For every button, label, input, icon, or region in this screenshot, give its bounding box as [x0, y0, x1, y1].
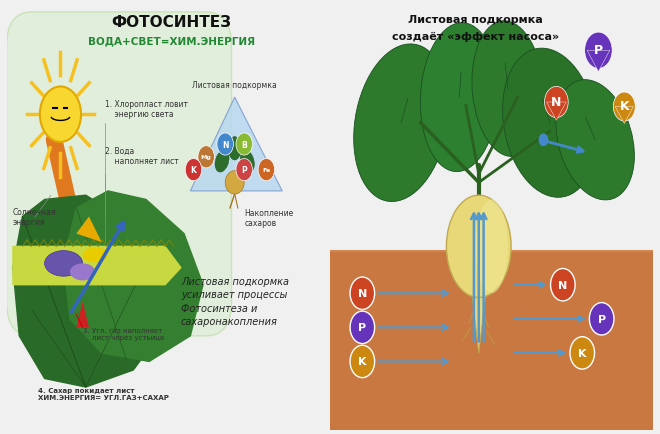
- Circle shape: [613, 93, 636, 122]
- Text: Fe: Fe: [262, 168, 271, 173]
- Polygon shape: [190, 98, 282, 191]
- Circle shape: [544, 87, 568, 118]
- Polygon shape: [63, 191, 203, 362]
- Text: K: K: [578, 348, 587, 358]
- Ellipse shape: [82, 248, 108, 263]
- Circle shape: [40, 87, 81, 142]
- Polygon shape: [615, 107, 634, 124]
- Polygon shape: [330, 251, 653, 430]
- Text: Листовая подкормка: Листовая подкормка: [192, 80, 277, 89]
- Text: P: P: [594, 43, 603, 56]
- Text: K: K: [358, 357, 366, 367]
- Circle shape: [550, 269, 575, 301]
- Text: Солнечная
энергия: Солнечная энергия: [13, 207, 57, 227]
- Ellipse shape: [215, 151, 229, 173]
- Circle shape: [258, 159, 275, 181]
- Polygon shape: [587, 51, 610, 72]
- Ellipse shape: [503, 49, 597, 198]
- Text: Накопление
сахаров: Накопление сахаров: [244, 208, 294, 228]
- Polygon shape: [473, 298, 485, 353]
- Ellipse shape: [354, 45, 449, 202]
- Text: 1. Хлоропласт ловит
    энергию света: 1. Хлоропласт ловит энергию света: [105, 100, 188, 119]
- Circle shape: [585, 33, 612, 69]
- Text: 3. Угл. газ наполняет
    лист через устьица: 3. Угл. газ наполняет лист через устьица: [82, 328, 164, 341]
- Text: 2. Вода
    наполняет лист: 2. Вода наполняет лист: [105, 147, 179, 166]
- Ellipse shape: [225, 171, 244, 195]
- Text: B: B: [242, 140, 247, 149]
- Circle shape: [350, 312, 375, 344]
- Circle shape: [185, 159, 202, 181]
- Circle shape: [570, 337, 595, 369]
- Circle shape: [236, 159, 252, 181]
- Ellipse shape: [228, 137, 241, 161]
- Text: ВОДА+СВЕТ=ХИМ.ЭНЕРГИЯ: ВОДА+СВЕТ=ХИМ.ЭНЕРГИЯ: [88, 36, 255, 46]
- Ellipse shape: [475, 200, 508, 293]
- Polygon shape: [77, 217, 102, 243]
- Polygon shape: [77, 302, 89, 328]
- Text: Листовая подкормка: Листовая подкормка: [408, 15, 543, 25]
- Circle shape: [198, 146, 214, 168]
- Text: K: K: [191, 166, 197, 175]
- Text: N: N: [551, 95, 562, 108]
- Polygon shape: [546, 103, 566, 121]
- Text: K: K: [620, 100, 629, 113]
- Polygon shape: [13, 196, 165, 387]
- Circle shape: [217, 134, 234, 156]
- Text: N: N: [558, 280, 568, 290]
- Ellipse shape: [45, 251, 82, 276]
- Circle shape: [589, 303, 614, 335]
- Text: N: N: [222, 140, 228, 149]
- Text: P: P: [597, 314, 606, 324]
- Text: P: P: [358, 322, 366, 332]
- Text: 4. Сахар покидает лист
ХИМ.ЭНЕРГИЯ= УГЛ.ГАЗ+САХАР: 4. Сахар покидает лист ХИМ.ЭНЕРГИЯ= УГЛ.…: [38, 387, 169, 400]
- Ellipse shape: [556, 80, 634, 201]
- Circle shape: [539, 134, 548, 147]
- Text: N: N: [358, 289, 367, 299]
- Text: создаёт «эффект насоса»: создаёт «эффект насоса»: [392, 32, 559, 42]
- Ellipse shape: [420, 23, 498, 172]
- Ellipse shape: [70, 264, 95, 281]
- Circle shape: [236, 134, 252, 156]
- Text: ФОТОСИНТЕЗ: ФОТОСИНТЕЗ: [112, 15, 232, 30]
- Circle shape: [350, 345, 375, 378]
- Polygon shape: [13, 247, 181, 285]
- Ellipse shape: [472, 22, 544, 157]
- FancyBboxPatch shape: [7, 13, 232, 336]
- Ellipse shape: [446, 196, 511, 298]
- Text: P: P: [242, 166, 247, 175]
- Circle shape: [350, 277, 375, 310]
- Text: Листовая подкормка
усиливает процессы
Фотосинтеза и
сахаронакопления: Листовая подкормка усиливает процессы Фо…: [181, 276, 289, 326]
- Text: Mg: Mg: [201, 155, 212, 160]
- Ellipse shape: [240, 151, 254, 173]
